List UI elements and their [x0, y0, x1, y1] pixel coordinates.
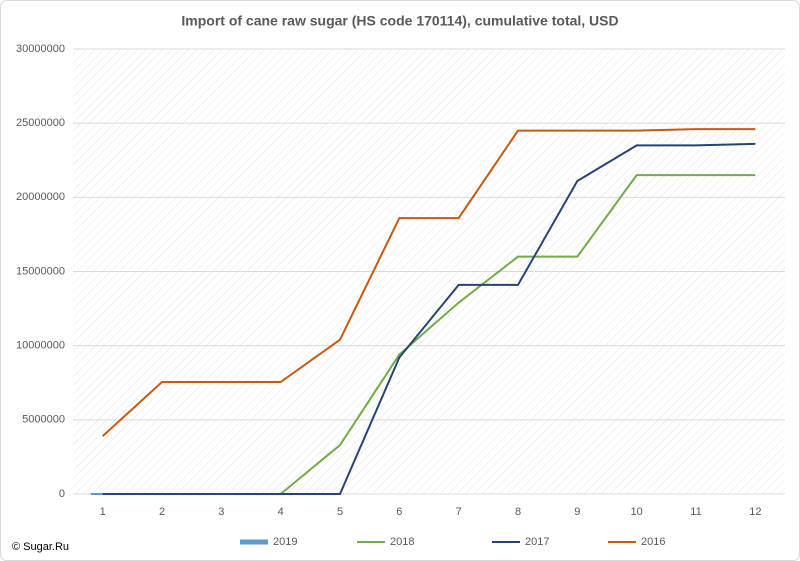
x-tick-label: 11: [690, 506, 701, 518]
x-tick-label: 4: [278, 506, 284, 518]
y-tick-label: 10000000: [16, 340, 65, 352]
x-tick-label: 12: [749, 506, 761, 518]
x-tick-label: 6: [396, 506, 402, 518]
source: © Sugar.Ru: [12, 541, 69, 553]
y-tick-label: 5000000: [22, 414, 65, 426]
x-tick-label: 1: [100, 506, 106, 518]
series-line: [101, 128, 756, 437]
legend-label: 2019: [273, 536, 297, 548]
x-tick-label: 10: [631, 506, 643, 518]
chart-title: Import of cane raw sugar (HS code 170114…: [181, 13, 618, 29]
x-tick-label: 2: [159, 506, 165, 518]
y-tick-label: 15000000: [16, 265, 65, 277]
y-tick-label: 30000000: [16, 43, 65, 55]
x-tick-label: 8: [515, 506, 521, 518]
series-line: [102, 142, 756, 495]
y-tick-label: 25000000: [16, 117, 65, 129]
x-tick-label: 5: [337, 506, 343, 518]
y-tick-label: 0: [59, 488, 65, 500]
x-tick-label: 9: [574, 506, 580, 518]
legend-label: 2016: [641, 536, 665, 548]
legend-label: 2017: [525, 536, 549, 548]
y-tick-label: 20000000: [16, 191, 65, 203]
legend-label: 2018: [390, 536, 414, 548]
x-tick-label: 7: [456, 506, 462, 518]
x-tick-label: 3: [218, 506, 224, 518]
